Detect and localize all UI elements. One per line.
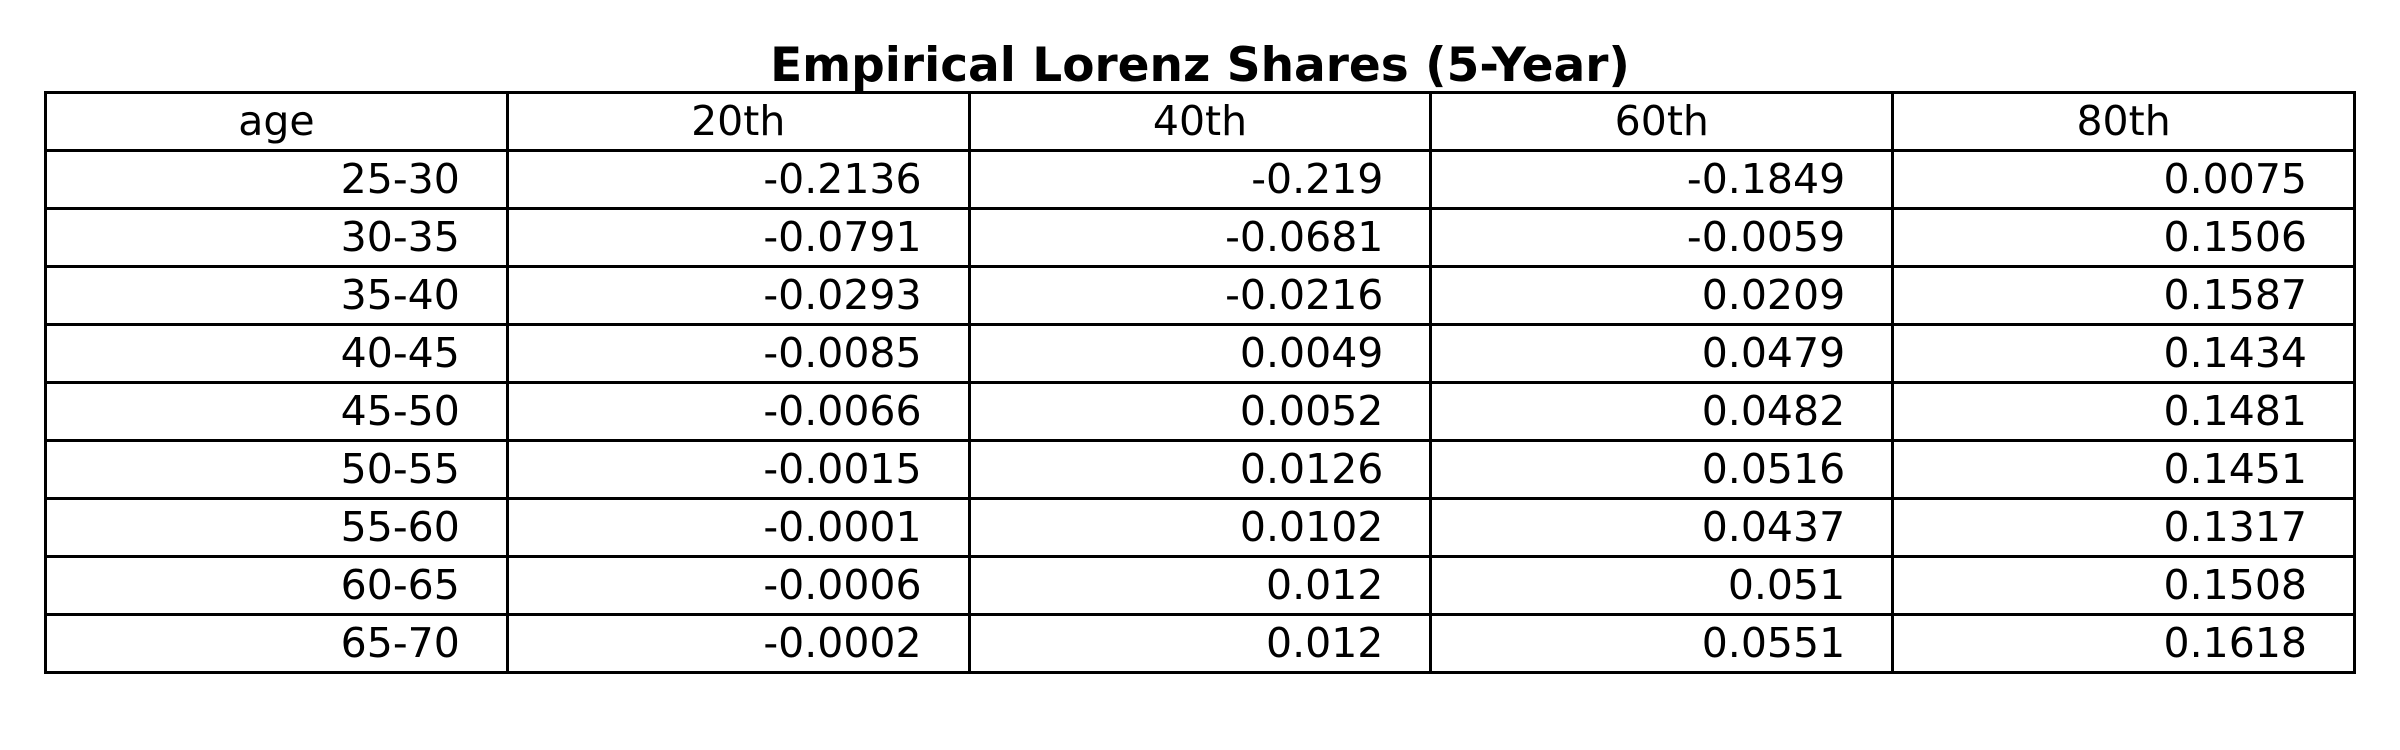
column-header-20th: 20th bbox=[505, 91, 971, 152]
table-cell-20th: -0.2136 bbox=[505, 149, 971, 210]
table-cell-20th: -0.0293 bbox=[505, 265, 971, 326]
table-row: 30-35 -0.0791 -0.0681 -0.0059 0.1506 bbox=[44, 207, 2356, 268]
table-cell-80th: 0.0075 bbox=[1891, 149, 2356, 210]
table-cell-60th: 0.0437 bbox=[1429, 497, 1895, 558]
table-cell-age: 40-45 bbox=[44, 323, 509, 384]
table-header-row: age 20th 40th 60th 80th bbox=[44, 91, 2356, 152]
table-cell-40th: 0.0102 bbox=[967, 497, 1433, 558]
table-cell-age: 45-50 bbox=[44, 381, 509, 442]
table-cell-60th: -0.0059 bbox=[1429, 207, 1895, 268]
column-header-age: age bbox=[44, 91, 509, 152]
table-row: 50-55 -0.0015 0.0126 0.0516 0.1451 bbox=[44, 439, 2356, 500]
table-cell-20th: -0.0006 bbox=[505, 555, 971, 616]
table-cell-age: 50-55 bbox=[44, 439, 509, 500]
table-cell-age: 65-70 bbox=[44, 613, 509, 674]
table-cell-80th: 0.1451 bbox=[1891, 439, 2356, 500]
table-cell-40th: 0.0049 bbox=[967, 323, 1433, 384]
table-cell-20th: -0.0066 bbox=[505, 381, 971, 442]
table-cell-80th: 0.1506 bbox=[1891, 207, 2356, 268]
table-row: 40-45 -0.0085 0.0049 0.0479 0.1434 bbox=[44, 323, 2356, 384]
table-cell-40th: -0.219 bbox=[967, 149, 1433, 210]
column-header-60th: 60th bbox=[1429, 91, 1895, 152]
table-cell-60th: 0.051 bbox=[1429, 555, 1895, 616]
table-body: 25-30 -0.2136 -0.219 -0.1849 0.0075 30-35 -0.0… bbox=[44, 149, 2356, 674]
table-cell-60th: 0.0209 bbox=[1429, 265, 1895, 326]
column-header-80th: 80th bbox=[1891, 91, 2356, 152]
table-cell-80th: 0.1481 bbox=[1891, 381, 2356, 442]
table-cell-60th: 0.0482 bbox=[1429, 381, 1895, 442]
table-cell-40th: -0.0681 bbox=[967, 207, 1433, 268]
table-cell-60th: 0.0516 bbox=[1429, 439, 1895, 500]
table-row: 65-70 -0.0002 0.012 0.0551 0.1618 bbox=[44, 613, 2356, 674]
table-cell-60th: -0.1849 bbox=[1429, 149, 1895, 210]
chart-title: Empirical Lorenz Shares (5-Year) bbox=[770, 38, 1630, 93]
table-cell-age: 60-65 bbox=[44, 555, 509, 616]
table-cell-80th: 0.1434 bbox=[1891, 323, 2356, 384]
table-row: 35-40 -0.0293 -0.0216 0.0209 0.1587 bbox=[44, 265, 2356, 326]
table-cell-40th: -0.0216 bbox=[967, 265, 1433, 326]
table-cell-80th: 0.1618 bbox=[1891, 613, 2356, 674]
table-cell-40th: 0.012 bbox=[967, 613, 1433, 674]
table-cell-80th: 0.1587 bbox=[1891, 265, 2356, 326]
table-cell-40th: 0.0052 bbox=[967, 381, 1433, 442]
table-cell-age: 55-60 bbox=[44, 497, 509, 558]
table-cell-60th: 0.0479 bbox=[1429, 323, 1895, 384]
table-cell-20th: -0.0085 bbox=[505, 323, 971, 384]
table-cell-80th: 0.1508 bbox=[1891, 555, 2356, 616]
table-row: 55-60 -0.0001 0.0102 0.0437 0.1317 bbox=[44, 497, 2356, 558]
table-cell-age: 35-40 bbox=[44, 265, 509, 326]
table-cell-20th: -0.0002 bbox=[505, 613, 971, 674]
table-row: 25-30 -0.2136 -0.219 -0.1849 0.0075 bbox=[44, 149, 2356, 210]
table-cell-40th: 0.012 bbox=[967, 555, 1433, 616]
table-cell-age: 30-35 bbox=[44, 207, 509, 268]
table-cell-60th: 0.0551 bbox=[1429, 613, 1895, 674]
table-row: 60-65 -0.0006 0.012 0.051 0.1508 bbox=[44, 555, 2356, 616]
table-cell-20th: -0.0001 bbox=[505, 497, 971, 558]
lorenz-shares-table: age 20th 40th 60th 80th 25-30 -0.2136 -0.2… bbox=[44, 91, 2356, 674]
table-cell-40th: 0.0126 bbox=[967, 439, 1433, 500]
table-cell-20th: -0.0791 bbox=[505, 207, 971, 268]
column-header-40th: 40th bbox=[967, 91, 1433, 152]
table-row: 45-50 -0.0066 0.0052 0.0482 0.1481 bbox=[44, 381, 2356, 442]
table-cell-age: 25-30 bbox=[44, 149, 509, 210]
table-cell-20th: -0.0015 bbox=[505, 439, 971, 500]
table-cell-80th: 0.1317 bbox=[1891, 497, 2356, 558]
